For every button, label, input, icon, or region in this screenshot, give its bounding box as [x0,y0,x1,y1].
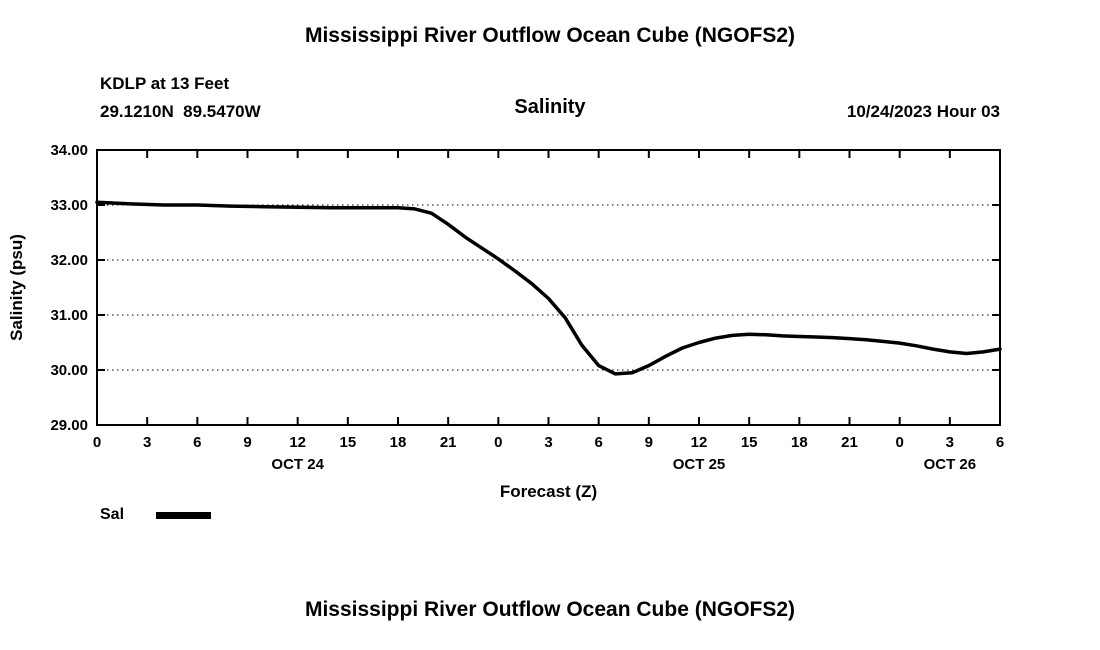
plot-frame [96,149,1001,426]
y-tick-label: 29.00 [50,417,88,434]
chart-title: Salinity [514,96,586,118]
legend-line-swatch [156,511,212,519]
legend: Sal [100,506,212,524]
footer-title: Mississippi River Outflow Ocean Cube (NG… [304,598,796,621]
page-title: Mississippi River Outflow Ocean Cube (NG… [304,24,796,47]
x-tick-label: 0 [93,434,101,451]
day-label: OCT 24 [271,456,324,473]
y-axis-title: Salinity (psu) [7,234,26,341]
x-axis-title: Forecast (Z) [500,482,597,501]
x-tick-label: 3 [946,434,954,451]
x-tick-label: 18 [791,434,808,451]
x-tick-label: 6 [193,434,201,451]
x-tick-label: 9 [243,434,251,451]
x-tick-label: 9 [645,434,653,451]
y-tick-label: 31.00 [50,307,88,324]
x-tick-label: 6 [594,434,602,451]
station-coordinates: 29.1210N 89.5470W [100,102,261,121]
x-tick-label: 3 [544,434,552,451]
x-tick-label: 18 [390,434,407,451]
station-label: KDLP at 13 Feet [100,74,230,93]
x-tick-label: 3 [143,434,151,451]
day-label: OCT 26 [924,456,977,473]
series-line [95,200,1002,376]
x-tick-label: 15 [741,434,758,451]
x-tick-label: 15 [339,434,356,451]
x-tick-label: 0 [895,434,903,451]
x-tick-label: 0 [494,434,502,451]
x-tick-label: 6 [996,434,1004,451]
y-tick-label: 33.00 [50,197,88,214]
x-tick-label: 12 [691,434,708,451]
legend-label: Sal [100,506,125,523]
day-label: OCT 25 [673,456,726,473]
salinity-line-chart: 29.00 30.00 31.00 32.00 33.00 34.00 0 3 6 9 12 15 18… [7,142,1004,501]
y-tick-label: 34.00 [50,142,88,159]
x-tick-label: 21 [440,434,457,451]
x-tick-label: 12 [289,434,306,451]
x-tick-label: 21 [841,434,858,451]
y-tick-label: 30.00 [50,362,88,379]
y-tick-label: 32.00 [50,252,88,269]
forecast-datetime: 10/24/2023 Hour 03 [846,102,1000,121]
